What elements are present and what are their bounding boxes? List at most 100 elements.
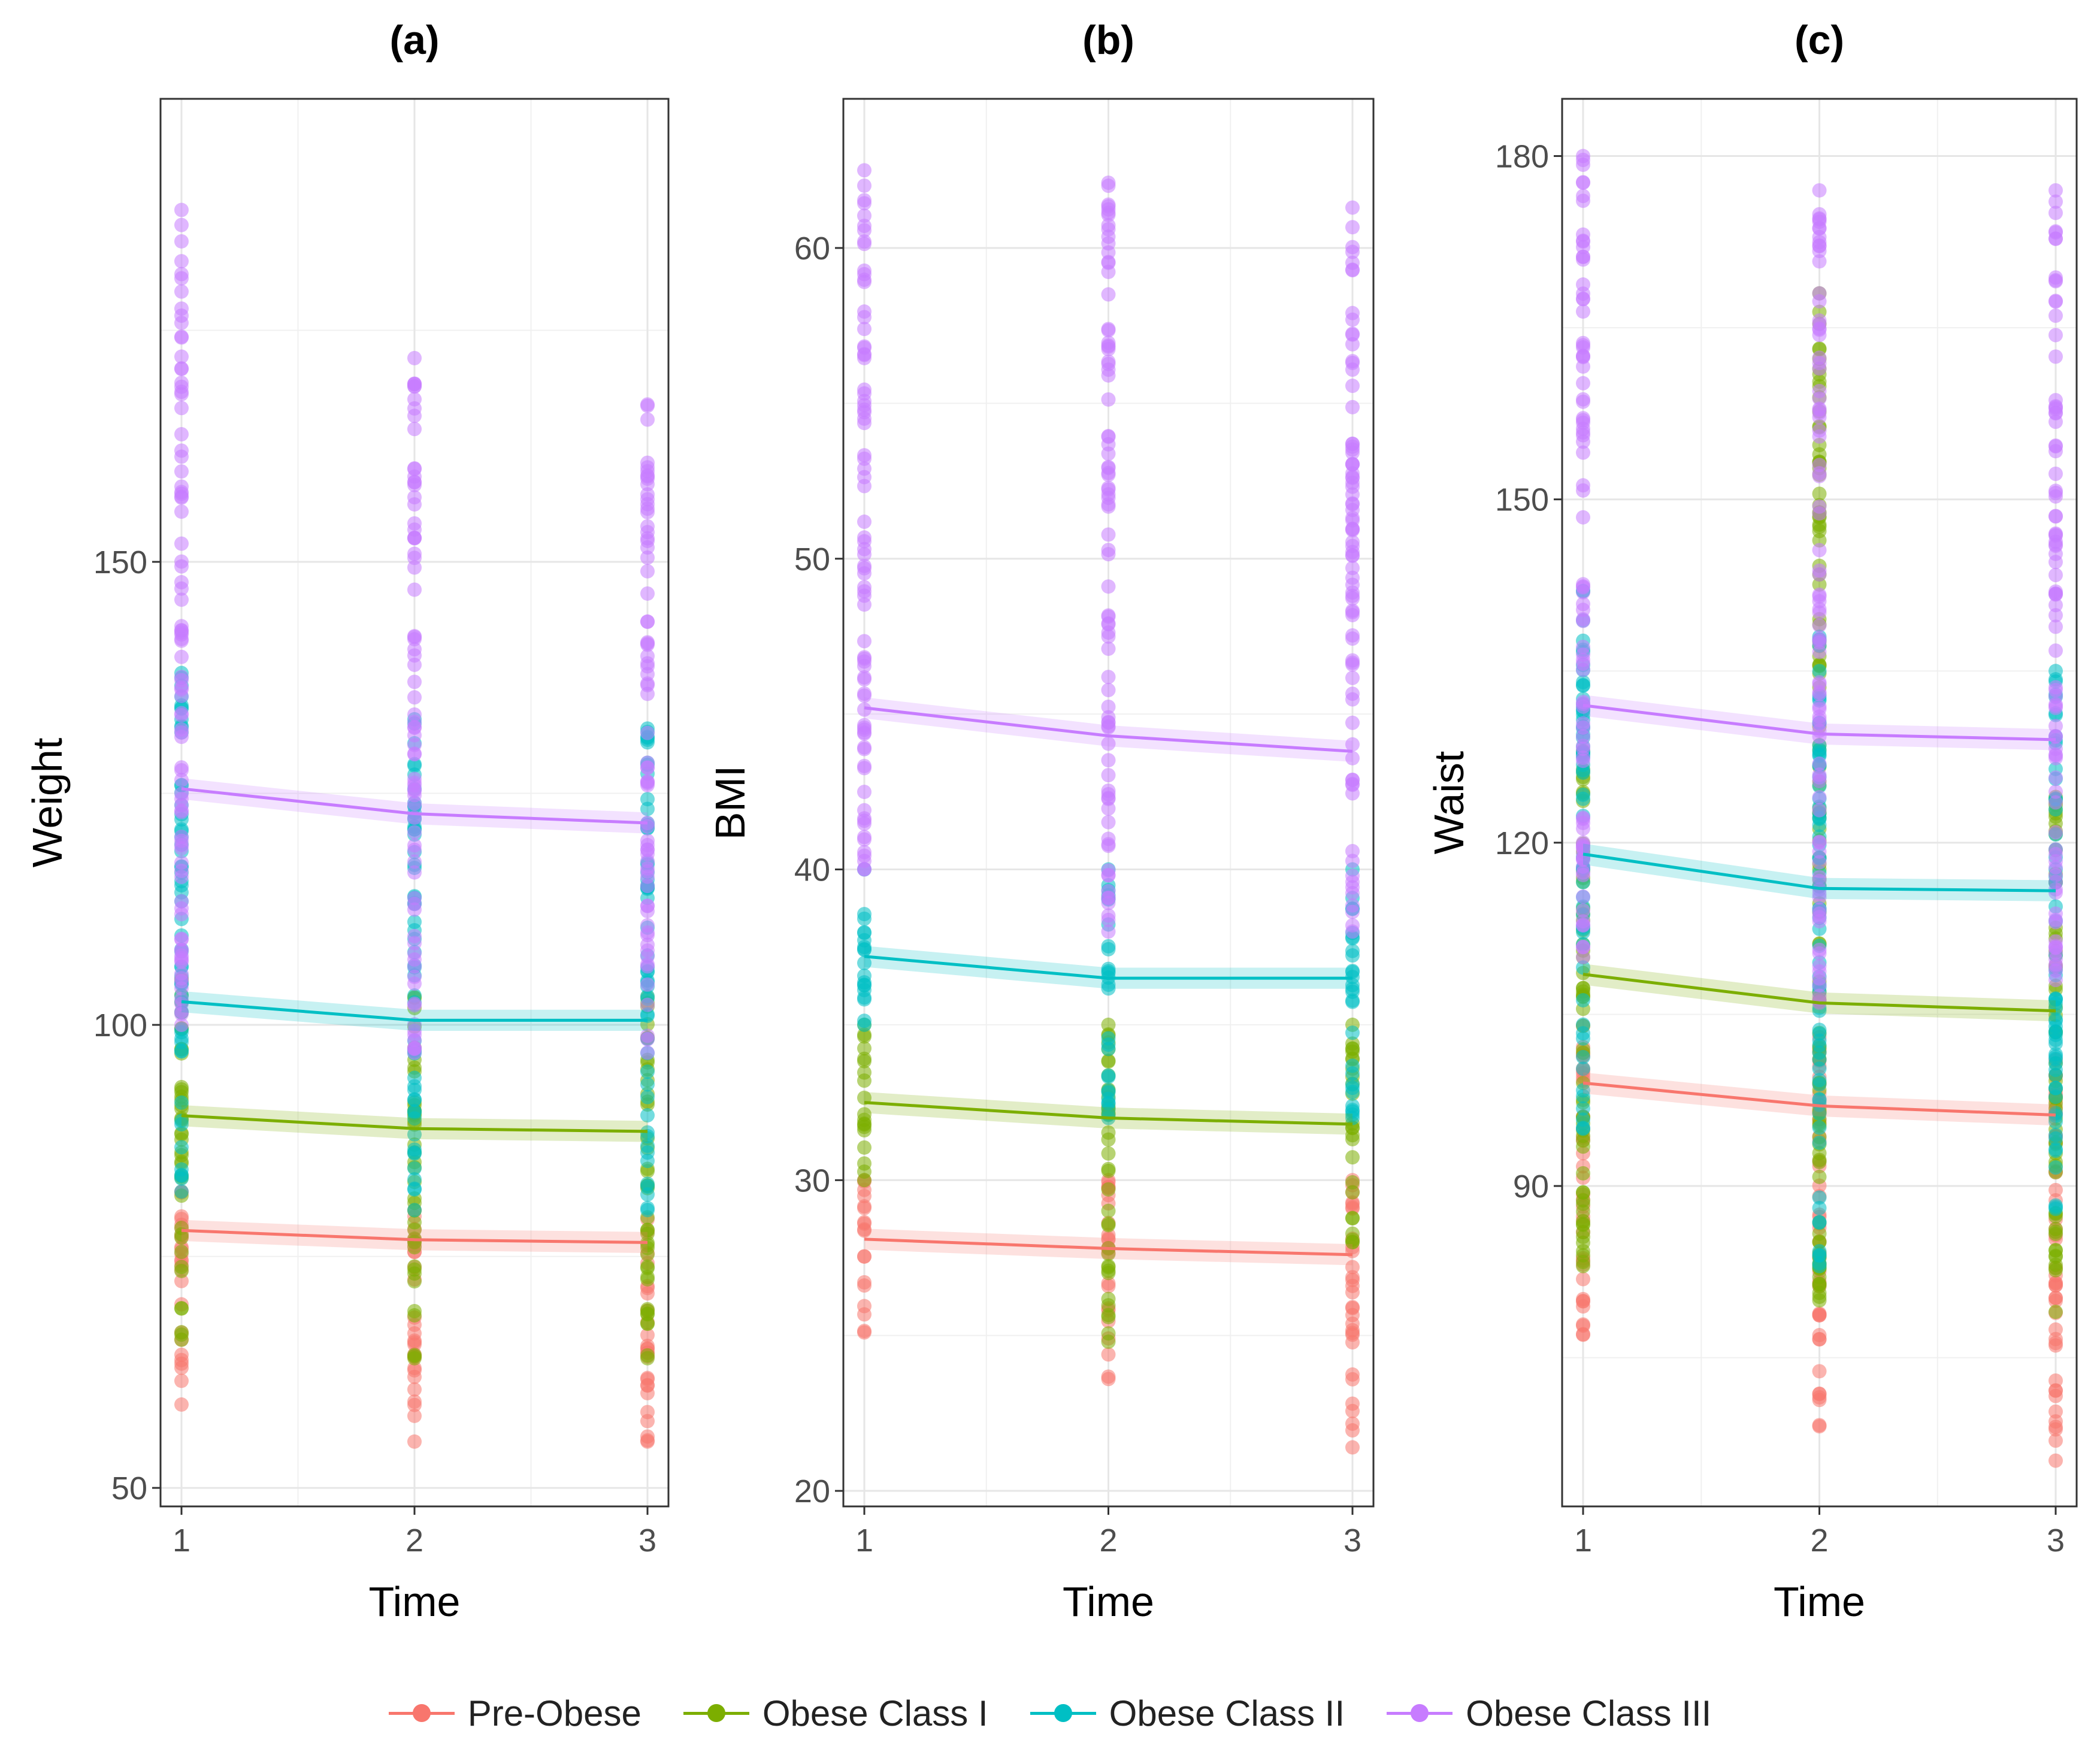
data-point-obese-class-i <box>1576 1185 1590 1200</box>
data-point-obese-class-iii <box>1101 837 1116 852</box>
data-point-obese-class-iii <box>407 825 422 840</box>
data-point-obese-class-iii <box>640 464 655 479</box>
data-point-obese-class-iii <box>174 504 189 519</box>
data-point-obese-class-iii <box>407 630 422 644</box>
data-point-obese-class-iii <box>407 392 422 407</box>
data-point-obese-class-iii <box>407 690 422 705</box>
data-point-obese-class-iii <box>1812 618 1827 633</box>
data-point-obese-class-iii <box>407 946 422 961</box>
data-point-obese-class-iii <box>640 519 655 534</box>
data-point-obese-class-ii <box>2048 1063 2063 1078</box>
data-point-pre-obese <box>640 1433 655 1448</box>
series-line-obese-class-i <box>181 1114 648 1133</box>
data-point-obese-class-iii <box>1345 497 1360 512</box>
data-point-obese-class-iii <box>1101 783 1116 798</box>
data-point-obese-class-iii <box>1345 751 1360 765</box>
data-point-obese-class-ii <box>407 1145 422 1160</box>
data-point-obese-class-ii <box>640 1145 655 1160</box>
data-point-obese-class-iii <box>640 649 655 664</box>
data-point-obese-class-iii <box>1812 971 1827 986</box>
data-point-obese-class-iii <box>1812 709 1827 724</box>
data-point-pre-obese <box>407 1333 422 1348</box>
data-point-pre-obese <box>1812 1306 1827 1321</box>
series-line-pre-obese <box>1582 1081 2056 1117</box>
data-point-pre-obese <box>1345 1323 1360 1338</box>
x-tick-label: 2 <box>406 1523 423 1559</box>
data-point-obese-class-ii <box>1576 1061 1590 1076</box>
data-point-obese-class-i <box>2048 1227 2063 1242</box>
data-point-pre-obese <box>857 1188 872 1203</box>
data-point-pre-obese <box>857 1223 872 1238</box>
data-point-obese-class-iii <box>174 773 189 788</box>
data-point-obese-class-iii <box>1576 510 1590 525</box>
data-point-obese-class-iii <box>1812 183 1827 198</box>
data-point-obese-class-iii <box>640 550 655 565</box>
data-point-pre-obese <box>407 1397 422 1412</box>
data-point-pre-obese <box>640 1405 655 1420</box>
data-point-obese-class-iii <box>2048 224 2063 239</box>
data-point-pre-obese <box>857 1324 872 1339</box>
data-point-obese-class-iii <box>1576 189 1590 204</box>
data-point-obese-class-i <box>174 1082 189 1097</box>
panel-title: (c) <box>1795 17 1844 63</box>
legend-label: Pre-Obese <box>467 1693 642 1733</box>
data-point-obese-class-ii <box>1345 1025 1360 1040</box>
data-point-obese-class-ii <box>2048 1114 2063 1129</box>
data-point-obese-class-iii <box>1812 458 1827 473</box>
data-point-obese-class-iii <box>1812 383 1827 398</box>
data-point-obese-class-i <box>1812 1169 1827 1184</box>
data-point-obese-class-iii <box>174 592 189 607</box>
data-point-obese-class-iii <box>1101 392 1116 407</box>
data-point-obese-class-iii <box>1345 326 1360 341</box>
data-point-obese-class-iii <box>174 623 189 638</box>
data-point-obese-class-ii <box>1576 1031 1590 1046</box>
data-point-obese-class-iii <box>857 634 872 649</box>
data-point-obese-class-iii <box>857 219 872 234</box>
data-point-obese-class-ii <box>640 1064 655 1079</box>
data-point-obese-class-i <box>640 1306 655 1321</box>
data-point-obese-class-iii <box>174 217 189 232</box>
data-point-obese-class-iii <box>1345 715 1360 730</box>
data-point-obese-class-iii <box>2048 770 2063 785</box>
data-point-obese-class-iii <box>640 879 655 894</box>
data-point-obese-class-ii <box>174 1140 189 1155</box>
data-point-obese-class-iii <box>1101 335 1116 350</box>
data-point-pre-obese <box>1576 1317 1590 1332</box>
data-point-obese-class-iii <box>2048 555 2063 570</box>
data-point-pre-obese <box>1345 1195 1360 1210</box>
data-point-pre-obese <box>640 1327 655 1342</box>
data-point-obese-class-i <box>857 1051 872 1066</box>
data-point-pre-obese <box>640 1286 655 1301</box>
data-point-obese-class-iii <box>407 674 422 689</box>
data-point-obese-class-i <box>1812 1278 1827 1293</box>
data-point-obese-class-ii <box>407 1079 422 1094</box>
data-point-obese-class-ii <box>1812 1215 1827 1230</box>
data-point-obese-class-iii <box>2048 940 2063 955</box>
series-line-pre-obese <box>864 1237 1353 1257</box>
data-point-obese-class-iii <box>2048 643 2063 658</box>
ribbon-pre-obese <box>1583 1072 2056 1126</box>
data-point-obese-class-iii <box>1576 286 1590 301</box>
data-point-obese-class-iii <box>640 997 655 1012</box>
data-point-obese-class-i <box>1101 1054 1116 1069</box>
data-point-obese-class-iii <box>2048 912 2063 927</box>
legend-label: Obese Class III <box>1466 1693 1712 1733</box>
legend-key-pre-obese <box>388 1701 455 1725</box>
data-point-obese-class-ii <box>640 1200 655 1215</box>
data-point-obese-class-iii <box>1576 597 1590 612</box>
data-point-obese-class-iii <box>640 854 655 869</box>
data-point-obese-class-iii <box>1576 662 1590 677</box>
data-point-obese-class-iii <box>1345 686 1360 701</box>
data-point-obese-class-ii <box>2048 1033 2063 1048</box>
data-point-obese-class-iii <box>857 702 872 717</box>
data-point-obese-class-iii <box>2048 795 2063 810</box>
ribbon-pre-obese <box>864 1228 1352 1266</box>
data-point-obese-class-iii <box>2048 719 2063 734</box>
data-point-obese-class-iii <box>2048 619 2063 634</box>
data-point-obese-class-iii <box>1576 640 1590 655</box>
data-point-obese-class-iii <box>1345 777 1360 792</box>
y-tick-label: 150 <box>1495 482 1549 518</box>
legend-key-obese-class-iii <box>1387 1701 1453 1725</box>
data-point-pre-obese <box>1812 1418 1827 1433</box>
data-point-obese-class-iii <box>1345 918 1360 933</box>
